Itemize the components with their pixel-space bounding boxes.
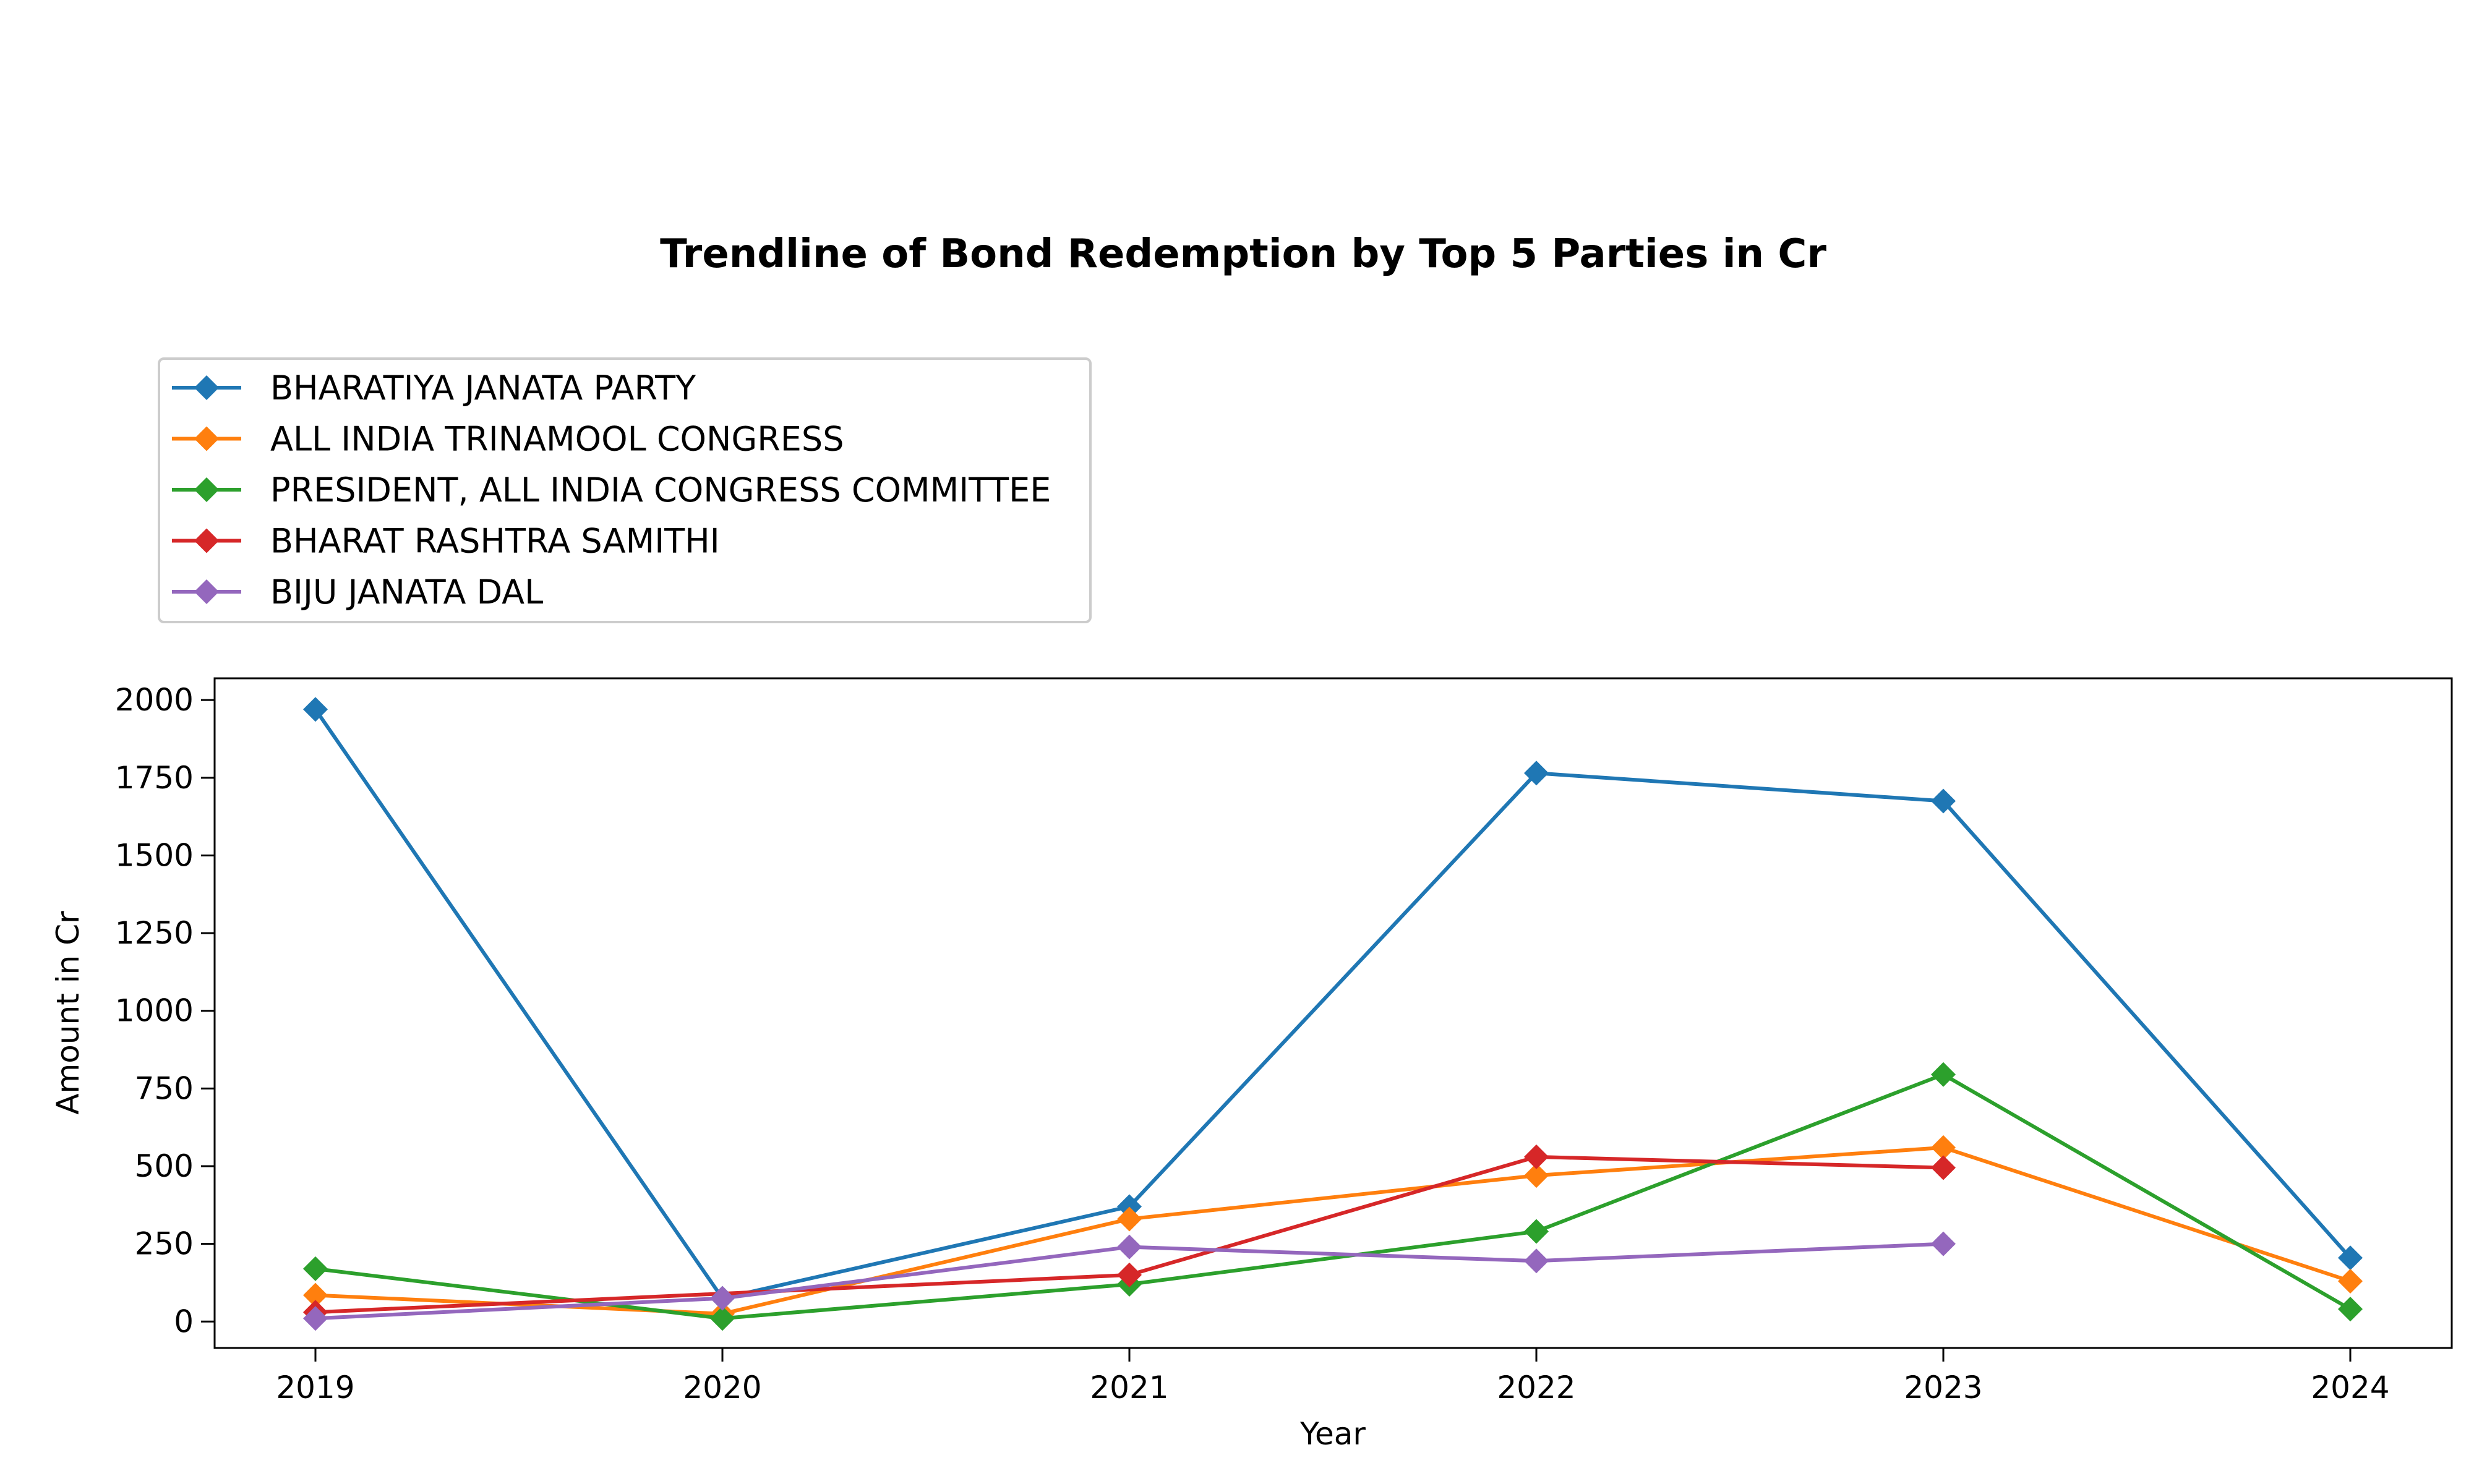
data-point-marker [2338,1297,2363,1322]
data-point-marker [2338,1268,2363,1294]
legend-label: BIJU JANATA DAL [270,573,543,612]
data-point-marker [303,697,328,722]
legend-label: BHARATIYA JANATA PARTY [270,369,696,407]
data-point-marker [1931,788,1956,814]
legend-marker-swatch [194,579,219,604]
y-tick-label: 1000 [115,993,194,1029]
x-tick-label: 2021 [1090,1370,1168,1405]
data-point-marker [710,1306,735,1331]
data-point-marker [1117,1194,1142,1219]
y-tick-label: 1250 [115,915,194,951]
x-axis: 2019 2020 2021 2022 2023 2024 [276,1348,2390,1405]
data-point-marker [1931,1155,1956,1180]
y-axis: 0 250 500 750 1000 1250 1500 1750 2000 [115,682,215,1339]
data-point-marker [1524,761,1549,786]
legend-item: BIJU JANATA DAL [172,573,543,612]
legend-label: ALL INDIA TRINAMOOL CONGRESS [270,420,844,459]
legend-item: PRESIDENT, ALL INDIA CONGRESS COMMITTEE [172,471,1051,510]
series-layer [303,697,2363,1331]
series-line [315,1072,2352,1321]
legend-item: BHARATIYA JANATA PARTY [172,369,696,407]
legend: BHARATIYA JANATA PARTY ALL INDIA TRINAMOO… [158,357,1092,623]
data-point-marker [1524,1248,1549,1274]
y-axis-label: Amount in Cr [50,911,86,1115]
x-tick-label: 2019 [276,1370,354,1405]
x-axis-label: Year [1299,1416,1366,1452]
x-tick-label: 2022 [1497,1370,1575,1405]
data-point-marker [303,1306,328,1331]
data-point-marker [710,1286,735,1311]
data-point-marker [1931,1231,1956,1256]
legend-marker-swatch [194,477,219,502]
data-point-marker [303,1256,328,1281]
series-line [314,708,2352,1300]
plot-frame [213,677,2453,1349]
data-point-marker [1524,1219,1549,1244]
data-point-marker [1524,1144,1549,1169]
data-point-marker [1524,1163,1549,1188]
legend-marker-swatch [194,528,219,553]
data-point-marker [303,1282,328,1308]
data-point-marker [1117,1206,1142,1232]
legend-item: ALL INDIA TRINAMOOL CONGRESS [172,420,844,459]
x-tick-label: 2023 [1904,1370,1982,1405]
y-tick-label: 250 [135,1226,194,1262]
x-tick-label: 2024 [2311,1370,2389,1405]
legend-frame [158,357,1092,623]
y-tick-label: 500 [135,1148,194,1184]
legend-marker-swatch [194,375,219,400]
y-tick-label: 1750 [115,760,194,796]
data-point-marker [2338,1245,2363,1271]
y-tick-label: 0 [174,1303,194,1339]
data-point-marker [1117,1262,1142,1287]
legend-item: BHARAT RASHTRA SAMITHI [172,522,720,561]
chart-title: Trendline of Bond Redemption by Top 5 Pa… [660,231,1826,277]
y-tick-label: 1500 [115,837,194,873]
y-tick-label: 2000 [115,682,194,718]
series-3 [303,1062,2363,1331]
y-tick-label: 750 [135,1070,194,1106]
data-point-marker [1117,1234,1142,1260]
legend-label: BHARAT RASHTRA SAMITHI [270,522,720,561]
data-point-marker [1931,1135,1956,1160]
series-1 [303,697,2363,1311]
x-tick-label: 2020 [683,1370,761,1405]
legend-marker-swatch [194,426,219,451]
series-5 [303,1231,1956,1331]
plot-area [213,677,2453,1349]
data-point-marker [1931,1062,1956,1087]
legend-label: PRESIDENT, ALL INDIA CONGRESS COMMITTEE [270,471,1051,510]
